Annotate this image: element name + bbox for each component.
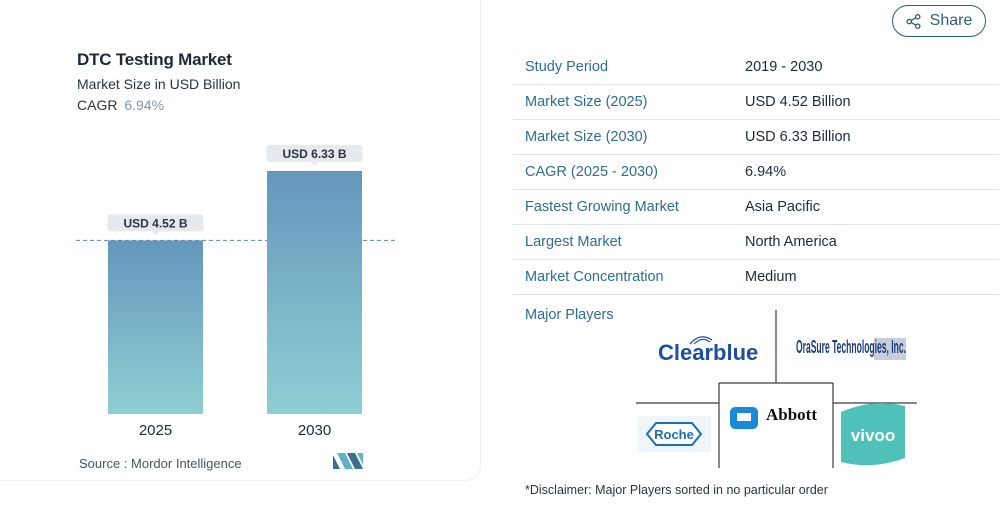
cagr-label: CAGR: [77, 97, 118, 113]
market-facts-table: Study Period 2019 - 2030 Market Size (2025…: [513, 50, 999, 295]
facts-key: Fastest Growing Market: [513, 189, 745, 225]
facts-row: CAGR (2025 - 2030) 6.94%: [513, 154, 999, 190]
chart-subtitle: Market Size in USD Billion: [77, 76, 241, 92]
bar-2030: [267, 170, 362, 414]
facts-row: Market Size (2030) USD 6.33 Billion: [513, 119, 999, 155]
source-name: Mordor Intelligence: [131, 456, 242, 471]
facts-value: USD 4.52 Billion: [745, 84, 999, 120]
share-label: Share: [929, 12, 973, 29]
mordor-intelligence-logo-icon: [333, 453, 363, 469]
facts-row: Study Period 2019 - 2030: [513, 50, 999, 85]
category-label: 2030: [298, 422, 331, 439]
facts-key: Study Period: [513, 50, 745, 85]
abbott-logo: Abbott: [730, 405, 817, 429]
orasure-logo: OraSure Technologies, Inc.: [796, 337, 906, 360]
data-label: USD 6.33 B: [282, 147, 346, 161]
cagr-value: 6.94%: [124, 97, 165, 113]
facts-row: Fastest Growing Market Asia Pacific: [513, 189, 999, 225]
facts-value: North America: [745, 224, 999, 260]
facts-value: USD 6.33 Billion: [745, 119, 999, 155]
clearblue-logo-text: Clearblue: [658, 340, 758, 365]
share-icon: [906, 13, 921, 29]
abbott-logo-text: Abbott: [766, 405, 817, 424]
major-players-label: Major Players: [525, 307, 614, 323]
roche-logo: Roche: [637, 416, 711, 452]
vivoo-logo: vivoo: [841, 403, 905, 466]
data-label-bg: [107, 214, 204, 232]
facts-value: 6.94%: [745, 154, 999, 190]
category-label: 2025: [139, 422, 172, 439]
facts-value: 2019 - 2030: [745, 50, 999, 85]
share-button[interactable]: Share: [892, 5, 986, 37]
source-label: Source :: [79, 456, 128, 471]
market-chart-card: DTC Testing Market Market Size in USD Bi…: [0, 0, 480, 480]
data-label-pointer: [310, 161, 319, 166]
bar-chart: USD 4.52 B 2025 USD 6.33 B 2030: [76, 144, 398, 439]
roche-logo-text: Roche: [654, 427, 694, 442]
bar-2025: [108, 240, 203, 414]
data-label: USD 4.52 B: [123, 216, 187, 230]
disclaimer: *Disclaimer: Major Players sorted in no …: [525, 483, 828, 497]
facts-row: Largest Market North America: [513, 224, 999, 260]
vivoo-logo-text: vivoo: [851, 426, 895, 445]
facts-key: Market Size (2025): [513, 84, 745, 120]
facts-value: Asia Pacific: [745, 189, 999, 225]
facts-row: Market Concentration Medium: [513, 259, 999, 295]
orasure-logo-text: OraSure Technologies, Inc.: [796, 337, 906, 357]
facts-key: Market Concentration: [513, 259, 745, 295]
facts-key: Largest Market: [513, 224, 745, 260]
chart-source: Source : Mordor Intelligence: [79, 456, 242, 471]
data-label-pointer: [151, 231, 160, 236]
facts-row: Market Size (2025) USD 4.52 Billion: [513, 84, 999, 120]
facts-key: Market Size (2030): [513, 119, 745, 155]
data-label-bg: [266, 144, 363, 162]
facts-key: CAGR (2025 - 2030): [513, 154, 745, 190]
facts-value: Medium: [745, 259, 999, 295]
clearblue-logo: Clearblue: [658, 336, 758, 365]
chart-cagr: CAGR 6.94%: [77, 97, 164, 113]
chart-title: DTC Testing Market: [77, 50, 232, 69]
